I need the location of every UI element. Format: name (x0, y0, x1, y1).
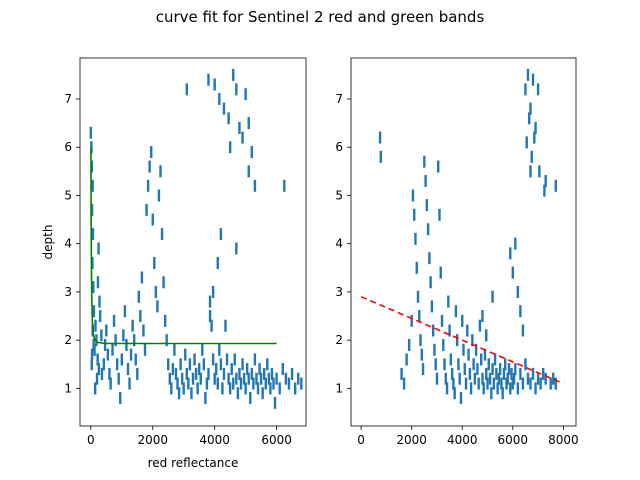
y-tick-label: 1 (335, 381, 343, 395)
x-axis-label: red reflectance (148, 456, 239, 470)
y-tick-label: 2 (64, 333, 72, 347)
figure-suptitle: curve fit for Sentinel 2 red and green b… (156, 8, 485, 26)
y-tick-label: 7 (335, 92, 343, 106)
y-tick-label: 1 (64, 381, 72, 395)
x-tick-label: 4000 (447, 433, 478, 447)
y-tick-label: 4 (335, 237, 343, 251)
x-tick-label: 0 (357, 433, 365, 447)
linear-fit-line (360, 295, 564, 385)
y-tick-label: 7 (64, 92, 72, 106)
x-tick-label: 6000 (498, 433, 529, 447)
x-tick-label: 2000 (137, 433, 168, 447)
curve-fit-line (90, 147, 277, 345)
plot-red-reflectance: 0 2000 4000 6000 1 2 3 4 5 6 7 red reflectance dep… (41, 57, 307, 470)
plot-1-frame (350, 57, 577, 427)
plot-0-ticks: 0 2000 4000 6000 1 2 3 4 5 6 7 (64, 92, 292, 447)
y-tick-label: 5 (64, 188, 72, 202)
y-axis-label: depth (41, 225, 55, 260)
y-tick-label: 2 (335, 333, 343, 347)
plot-green-band: 0 2000 4000 6000 8000 1 2 3 4 5 6 7 (335, 57, 579, 447)
x-tick-label: 8000 (548, 433, 579, 447)
plot-0-frame (79, 57, 307, 427)
plot-1-ticks: 0 2000 4000 6000 8000 1 2 3 4 5 6 7 (335, 92, 578, 447)
plot-0-marks (89, 68, 303, 409)
x-tick-label: 6000 (261, 433, 292, 447)
y-tick-label: 6 (335, 140, 343, 154)
plot-1-marks (360, 68, 564, 405)
y-tick-label: 4 (64, 237, 72, 251)
x-tick-label: 4000 (199, 433, 230, 447)
y-tick-label: 3 (335, 285, 343, 299)
x-tick-label: 0 (87, 433, 95, 447)
y-tick-label: 6 (64, 140, 72, 154)
x-tick-label: 2000 (396, 433, 427, 447)
y-tick-label: 3 (64, 285, 72, 299)
y-tick-label: 5 (335, 188, 343, 202)
